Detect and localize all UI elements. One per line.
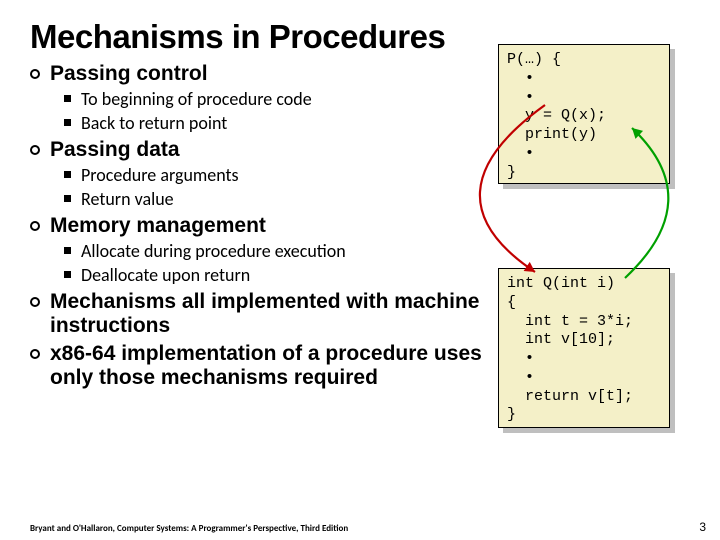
square-icon xyxy=(64,119,71,126)
sub-bullet: Procedure arguments xyxy=(64,164,490,186)
bullet-item: Mechanisms all implemented with machine … xyxy=(30,290,490,338)
square-icon xyxy=(64,95,71,102)
square-icon xyxy=(64,271,71,278)
square-icon xyxy=(64,195,71,202)
bullet-title: x86-64 implementation of a procedure use… xyxy=(50,342,490,390)
page-number: 3 xyxy=(699,520,706,534)
sub-bullet: Allocate during procedure execution xyxy=(64,240,490,262)
bullet-icon xyxy=(30,349,40,359)
sub-bullet-text: Allocate during procedure execution xyxy=(81,240,346,262)
square-icon xyxy=(64,171,71,178)
bullet-icon xyxy=(30,221,40,231)
sub-bullet: Back to return point xyxy=(64,112,490,134)
sub-bullet-text: Procedure arguments xyxy=(81,164,239,186)
sub-bullet: To beginning of procedure code xyxy=(64,88,490,110)
bullet-item: Memory management xyxy=(30,214,490,238)
bullet-item: Passing data xyxy=(30,138,490,162)
sub-bullet: Deallocate upon return xyxy=(64,264,490,286)
sub-bullet: Return value xyxy=(64,188,490,210)
sub-bullet-text: Deallocate upon return xyxy=(81,264,250,286)
sub-bullet-text: To beginning of procedure code xyxy=(81,88,312,110)
code-box-q: int Q(int i) { int t = 3*i; int v[10]; •… xyxy=(498,268,670,428)
bullet-item: x86-64 implementation of a procedure use… xyxy=(30,342,490,390)
sub-bullet-text: Return value xyxy=(81,188,174,210)
bullet-icon xyxy=(30,297,40,307)
bullet-list: Passing controlTo beginning of procedure… xyxy=(30,62,490,390)
bullet-title: Passing control xyxy=(50,62,208,86)
bullet-icon xyxy=(30,145,40,155)
code-box-p: P(…) { • • y = Q(x); print(y) • } xyxy=(498,44,670,184)
square-icon xyxy=(64,247,71,254)
bullet-title: Mechanisms all implemented with machine … xyxy=(50,290,490,338)
footer-text: Bryant and O'Hallaron, Computer Systems:… xyxy=(30,523,348,534)
bullet-title: Memory management xyxy=(50,214,266,238)
bullet-item: Passing control xyxy=(30,62,490,86)
bullet-title: Passing data xyxy=(50,138,180,162)
sub-bullet-text: Back to return point xyxy=(81,112,227,134)
bullet-icon xyxy=(30,69,40,79)
